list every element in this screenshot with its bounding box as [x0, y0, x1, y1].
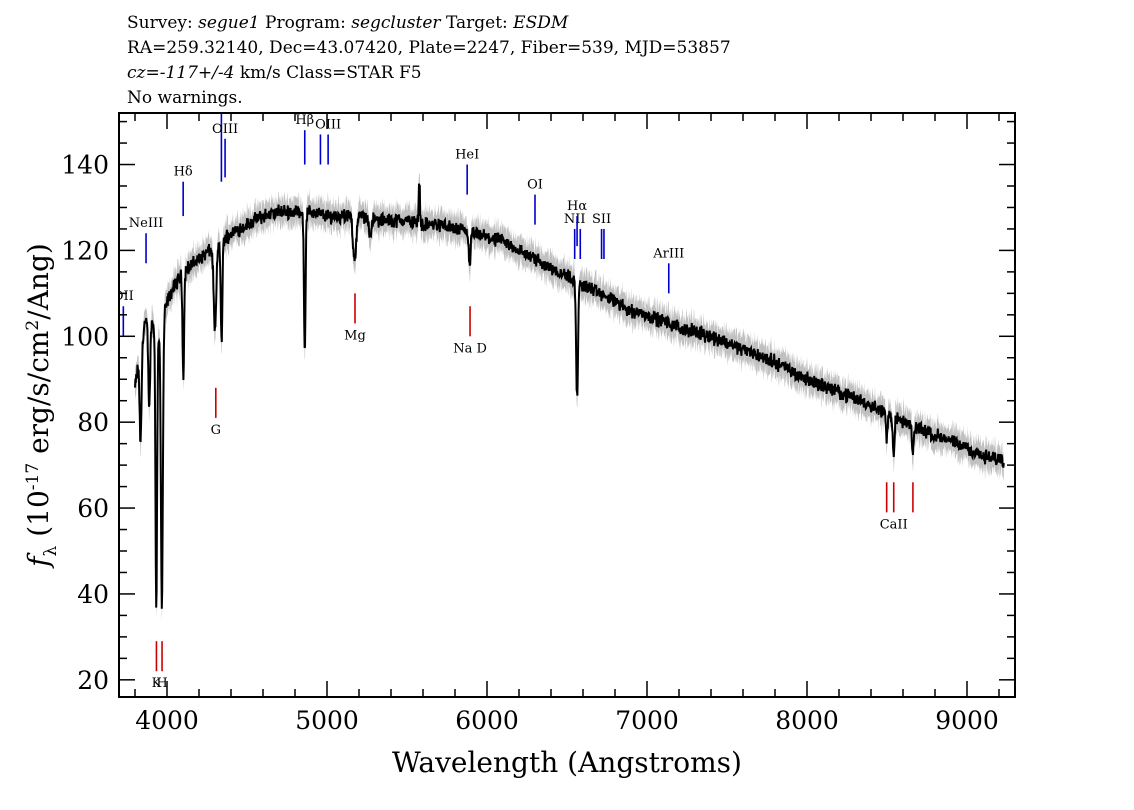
- absorption-line-label: G: [211, 423, 221, 438]
- y-tick-label: 120: [61, 236, 109, 265]
- y-tick-label: 40: [77, 580, 109, 609]
- emission-line-label: Hα: [567, 199, 587, 214]
- emission-line-label: Hδ: [174, 165, 193, 180]
- header-fragment: Target:: [441, 13, 514, 33]
- y-axis-label: fλ (10-17 erg/s/cm2/Ang): [22, 243, 61, 569]
- header-fragment: km/s Class=STAR F5: [234, 63, 421, 83]
- emission-line-label: OIII: [212, 122, 238, 137]
- absorption-line-label: Na D: [453, 341, 487, 356]
- axes: 4000 5000 6000 7000 8000 9000 20 40 60 80 100 120 14…: [61, 112, 1016, 735]
- emission-line-label: OI: [527, 178, 543, 193]
- y-label-fragment: erg/s/cm: [22, 331, 55, 463]
- y-tick-label: 60: [77, 494, 109, 523]
- x-tick-label: 9000: [935, 706, 999, 735]
- header-survey-line: Survey: segue1 Program: segcluster Targe…: [127, 13, 569, 33]
- y-label-fragment: λ: [41, 545, 61, 556]
- header-fragment: Survey:: [127, 13, 198, 33]
- emission-line-label: SII: [592, 212, 611, 227]
- emission-line-label: Hβ: [295, 113, 314, 128]
- header-coordinates-line: RA=259.32140, Dec=43.07420, Plate=2247, …: [127, 38, 731, 58]
- y-tick-label: 80: [77, 408, 109, 437]
- emission-line-label: NeIII: [129, 216, 163, 231]
- emission-line-label: OII: [113, 289, 134, 304]
- emission-line-label: ArIII: [652, 246, 684, 261]
- emission-line-label: HeI: [455, 148, 479, 163]
- header-fragment: Program:: [260, 13, 352, 33]
- header-fragment: segue1: [198, 13, 260, 33]
- x-axis-label: Wavelength (Angstroms): [392, 746, 742, 779]
- x-tick-label: 5000: [295, 706, 359, 735]
- y-label-fragment: /Ang): [22, 243, 55, 320]
- header-redshift-line: cz=-117+/-4 km/s Class=STAR F5: [127, 63, 422, 83]
- y-label-fragment: (10: [22, 490, 55, 545]
- emission-line-label: OIII: [315, 117, 341, 132]
- absorption-line-label: H: [156, 676, 167, 691]
- absorption-line-label: CaII: [880, 517, 908, 532]
- x-tick-label: 7000: [615, 706, 679, 735]
- x-tick-label: 6000: [455, 706, 519, 735]
- x-tick-label: 4000: [135, 706, 199, 735]
- header-fragment: ESDM: [512, 13, 569, 33]
- chart-header: Survey: segue1 Program: segcluster Targe…: [127, 13, 731, 108]
- header-fragment: cz=-117+/-4: [127, 63, 234, 83]
- y-tick-label: 140: [61, 151, 109, 180]
- y-label-fragment: -17: [23, 463, 43, 490]
- axis-labels: Wavelength (Angstroms) fλ (10-17 erg/s/c…: [22, 243, 742, 779]
- absorption-line-label: K: [152, 676, 162, 691]
- header-fragment: segcluster: [351, 13, 441, 33]
- flux-line: [134, 183, 1005, 609]
- y-tick-label: 20: [77, 666, 109, 695]
- plot-frame: [118, 112, 1016, 698]
- absorption-line-label: Mg: [344, 328, 366, 343]
- x-tick-label: 8000: [775, 706, 839, 735]
- header-warnings-line: No warnings.: [127, 88, 243, 108]
- flux-error-band: [135, 172, 1004, 622]
- emission-line-label: NII: [564, 212, 586, 227]
- y-tick-label: 100: [61, 322, 109, 351]
- y-label-fragment: 2: [23, 320, 43, 331]
